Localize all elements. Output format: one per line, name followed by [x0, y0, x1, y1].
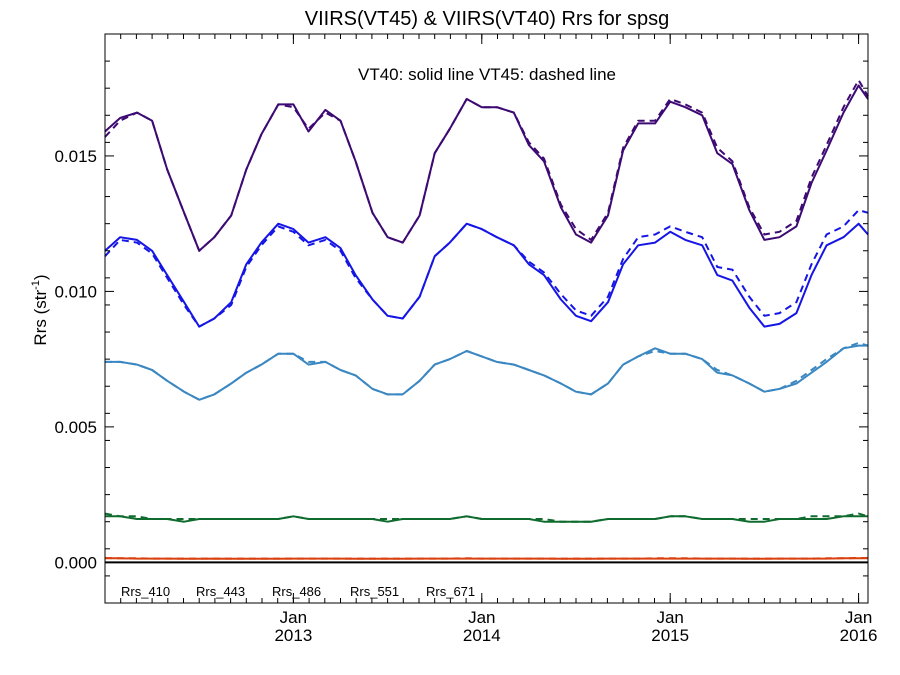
- y-axis-label-main: Rrs (str: [31, 290, 50, 346]
- x-tick-year-label: 2013: [274, 626, 312, 645]
- legend-entry-rrs-443: Rrs_443: [196, 584, 245, 599]
- y-tick-label: 0.005: [54, 418, 97, 437]
- legend-entry-rrs-671: Rrs_671: [426, 584, 475, 599]
- y-tick-label: 0.000: [54, 553, 97, 572]
- x-tick-year-label: 2016: [840, 626, 878, 645]
- plot-frame: [104, 33, 869, 604]
- series-line-rrs-671-dashed: [104, 557, 868, 560]
- y-tick-label: 0.010: [54, 282, 97, 301]
- x-tick-month-label: Jan: [845, 608, 872, 627]
- series-line-rrs-486-dashed: [105, 341, 869, 401]
- chart-title: VIIRS(VT45) & VIIRS(VT40) Rrs for spsg: [305, 8, 670, 30]
- series-line-rrs-410-dashed: [104, 79, 869, 252]
- y-axis-label-close: ): [31, 274, 50, 280]
- y-axis-label-exponent: -1: [30, 280, 42, 290]
- x-tick-year-label: 2015: [651, 626, 689, 645]
- series-line-rrs-551-dashed: [104, 512, 869, 523]
- series-line-rrs-443-solid: [104, 222, 869, 328]
- legend-entry-rrs-551: Rrs_551: [350, 584, 399, 599]
- series-line-rrs-443-dashed: [104, 209, 869, 328]
- legend-entry-rrs-410: Rrs_410: [121, 584, 170, 599]
- plot-area-lines: [104, 79, 869, 564]
- series-line-rrs-410-solid: [104, 84, 869, 252]
- line-style-annotation: VT40: solid line VT45: dashed line: [358, 65, 616, 84]
- x-tick-year-label: 2014: [463, 626, 501, 645]
- legend-entry-rrs-486: Rrs_486: [272, 584, 321, 599]
- y-tick-label: 0.015: [54, 147, 97, 166]
- x-tick-month-label: Jan: [468, 608, 495, 627]
- x-tick-month-label: Jan: [656, 608, 683, 627]
- legend: Rrs_410 Rrs_443 Rrs_486 Rrs_551 Rrs_671: [121, 584, 475, 599]
- x-tick-month-label: Jan: [280, 608, 307, 627]
- plot-axes: 0.0000.0050.0100.015Jan2013Jan2014Jan201…: [54, 33, 878, 645]
- y-axis-label: Rrs (str-1): [30, 274, 50, 345]
